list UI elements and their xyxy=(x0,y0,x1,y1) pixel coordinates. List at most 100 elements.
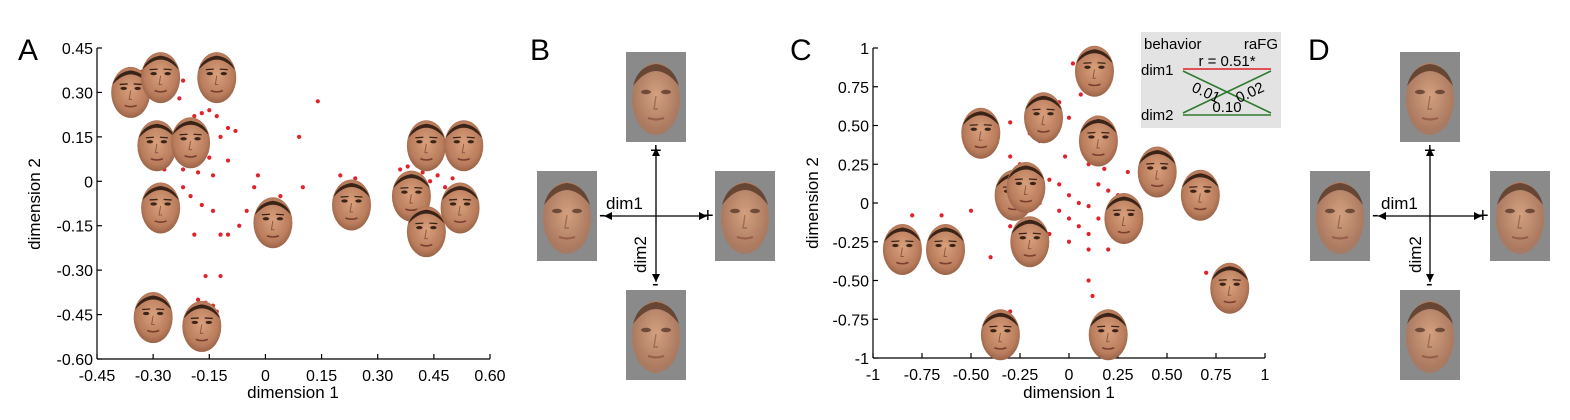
data-point xyxy=(338,173,343,178)
data-point xyxy=(210,173,216,178)
face-image xyxy=(1009,215,1050,268)
data-point xyxy=(225,125,231,131)
face-image-d-top xyxy=(1400,52,1460,142)
data-point xyxy=(428,179,433,184)
y-tick-label-a: -0.30 xyxy=(57,263,94,280)
data-point xyxy=(910,213,915,218)
data-point xyxy=(988,255,993,260)
dim2-label-d: dim2 xyxy=(1406,236,1425,273)
data-point xyxy=(192,232,197,237)
inset-r-bottom: 0.10 xyxy=(1212,99,1241,116)
face-image-d-left xyxy=(1310,171,1370,261)
x-tick-label-a: 0.15 xyxy=(306,368,337,385)
y-tick-label-c: 1 xyxy=(860,41,869,58)
inset-background xyxy=(1141,32,1281,128)
y-tick-label-a: 0 xyxy=(84,174,93,191)
data-point xyxy=(315,99,320,104)
data-point xyxy=(192,114,197,119)
data-point xyxy=(207,155,212,160)
face-image xyxy=(1103,192,1144,245)
dim1-label-b: dim1 xyxy=(606,194,643,213)
data-point xyxy=(1008,224,1013,229)
face-image xyxy=(252,196,293,249)
data-point xyxy=(1090,293,1095,299)
minus-x-d: - xyxy=(1372,204,1379,226)
x-axis-label-a: dimension 1 xyxy=(247,383,339,402)
x-axis-label-c: dimension 1 xyxy=(1023,383,1115,402)
face-image xyxy=(443,119,484,172)
plus-y-d: + xyxy=(1424,140,1436,162)
data-point xyxy=(237,223,242,228)
panel-label-b: B xyxy=(530,34,550,67)
data-point xyxy=(968,208,974,213)
x-tick-label-c: -0.50 xyxy=(953,367,990,384)
face-image xyxy=(181,300,222,353)
data-point xyxy=(1106,188,1111,193)
plus-y-b: + xyxy=(650,140,662,162)
data-point xyxy=(442,185,448,190)
y-tick-label-a: 0.15 xyxy=(62,130,93,147)
data-point xyxy=(1106,247,1111,252)
face-image xyxy=(406,119,447,172)
data-point xyxy=(1008,154,1013,159)
face-image-b-bottom xyxy=(626,290,686,380)
face-image-b-right xyxy=(715,171,775,261)
data-point xyxy=(1086,278,1091,283)
panel-label-a: A xyxy=(18,34,38,67)
dim2-label-b: dim2 xyxy=(631,236,650,273)
x-tick-label-c: -1 xyxy=(866,367,880,384)
y-axis-label-a: dimension 2 xyxy=(25,158,44,250)
data-point xyxy=(255,173,261,178)
data-point xyxy=(218,232,223,237)
panel-a: A 0.450.300.150-0.15-0.30-0.45-0.60 -0.4… xyxy=(18,34,506,402)
data-point xyxy=(1086,247,1091,252)
face-image xyxy=(1074,45,1115,98)
plus-x-d: + xyxy=(1477,205,1489,227)
dim1-label-d: dim1 xyxy=(1381,194,1418,213)
data-point xyxy=(1070,61,1076,66)
data-point xyxy=(177,96,182,101)
panel-label-c: C xyxy=(790,34,812,67)
data-point xyxy=(435,173,440,178)
data-point xyxy=(1076,224,1081,229)
x-tick-label-c: -0.25 xyxy=(1002,367,1039,384)
data-point xyxy=(214,114,219,119)
data-point xyxy=(1102,166,1107,171)
face-image xyxy=(406,205,447,258)
data-point xyxy=(1204,270,1209,275)
data-point xyxy=(180,78,186,83)
y-tick-label-a: -0.15 xyxy=(57,219,94,236)
face-image xyxy=(1078,115,1119,167)
data-point xyxy=(1125,169,1130,175)
x-tick-label-a: -0.30 xyxy=(135,368,172,385)
data-point xyxy=(210,208,216,214)
inset-dim1-label: dim1 xyxy=(1141,62,1174,79)
face-image xyxy=(331,178,372,231)
data-point xyxy=(1078,92,1083,97)
y-tick-label-c: -0.25 xyxy=(833,235,870,252)
face-image xyxy=(1005,161,1046,214)
inset-green-cross-line-2 xyxy=(1182,70,1272,114)
face-image-b-left xyxy=(537,171,597,261)
inset-behavior-label: behavior xyxy=(1144,36,1202,53)
x-tick-label-c: 0.50 xyxy=(1151,367,1182,384)
face-image xyxy=(196,51,237,104)
data-point xyxy=(353,176,358,181)
data-point xyxy=(203,273,208,279)
data-point xyxy=(195,297,201,302)
x-tick-label-a: -0.45 xyxy=(79,368,116,385)
data-point xyxy=(420,170,425,175)
face-image-b-top xyxy=(626,52,686,142)
data-point xyxy=(450,176,455,181)
minus-y-d: - xyxy=(1426,273,1433,295)
data-point xyxy=(1086,204,1091,209)
x-tick-label-a: 0 xyxy=(261,368,270,385)
x-tick-label-a: 0.45 xyxy=(418,368,449,385)
correlation-inset: behavior raFG dim1 dim2 r = 0.51* 0.01 0… xyxy=(1141,32,1281,128)
face-image xyxy=(882,223,923,276)
data-point xyxy=(1076,200,1081,206)
face-image xyxy=(440,181,481,234)
y-tick-label-c: -1 xyxy=(855,351,869,368)
face-image xyxy=(170,116,211,169)
